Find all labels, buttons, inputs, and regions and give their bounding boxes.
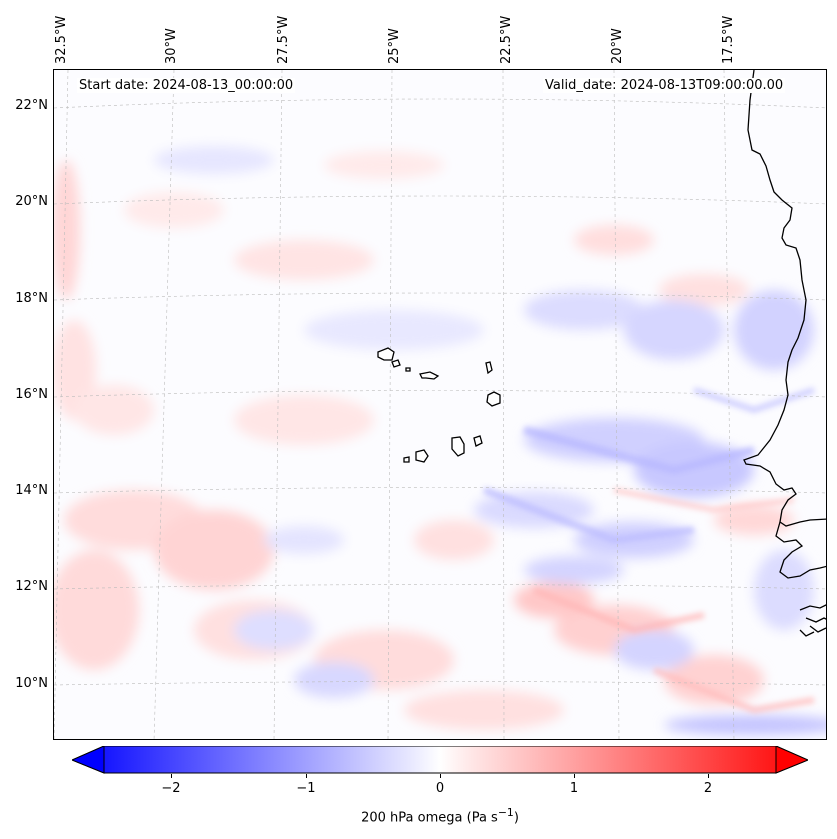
colorbar-units: Pa s <box>471 810 498 826</box>
colorbar-tickmark <box>440 774 441 778</box>
island-sao-nicolau <box>419 371 440 380</box>
lat-label-22n: 22°N <box>15 98 48 113</box>
colorbar-gradient <box>70 745 810 774</box>
lat-label-18n: 18°N <box>15 291 48 306</box>
africa-coastline <box>743 70 826 527</box>
lon-label-27.5w: 27.5°W <box>276 15 291 64</box>
colorbar-tick-label: 2 <box>703 781 713 796</box>
island-sal <box>485 361 493 375</box>
colorbar-tick-label: 1 <box>569 781 579 796</box>
colorbar-tick-label: 0 <box>435 781 445 796</box>
colorbar-variable: 200 hPa omega <box>361 810 463 826</box>
lon-label-32.5w: 32.5°W <box>54 15 69 64</box>
colorbar-tick-label: −2 <box>161 781 181 796</box>
island-fogo <box>415 449 429 463</box>
lon-label-22.5w: 22.5°W <box>499 15 514 64</box>
colorbar-tickmark <box>574 774 575 778</box>
lat-label-12n: 12°N <box>15 579 48 594</box>
island-brava <box>403 456 410 463</box>
colorbar-tick-label: −1 <box>296 781 316 796</box>
lat-label-20n: 20°N <box>15 194 48 209</box>
omega-field-blobs <box>54 146 826 735</box>
colorbar-tickmark <box>171 774 172 778</box>
lat-label-10n: 10°N <box>15 676 48 691</box>
lat-label-16n: 16°N <box>15 387 48 402</box>
island-sao-vicente <box>391 359 401 368</box>
valid-date-text: Valid_date: 2024-08-13T09:00:00.00 <box>543 78 786 93</box>
lat-label-14n: 14°N <box>15 483 48 498</box>
lon-label-30w: 30°W <box>164 28 179 64</box>
gridlines <box>54 70 826 739</box>
lon-label-25w: 25°W <box>387 28 402 64</box>
colorbar <box>70 745 810 774</box>
island-boa-vista <box>486 391 501 407</box>
island-santa-luzia <box>405 367 411 372</box>
lon-label-17.5w: 17.5°W <box>721 15 736 64</box>
map-panel[interactable] <box>53 69 827 740</box>
colorbar-label: 200 hPa omega (Pa s−1) <box>361 806 519 826</box>
island-santo-antao <box>377 347 395 361</box>
island-maio <box>473 435 483 447</box>
lon-label-20w: 20°W <box>610 28 625 64</box>
island-santiago <box>451 436 465 457</box>
omega-field-map <box>54 70 826 739</box>
coastlines <box>743 70 826 637</box>
colorbar-tickmark <box>306 774 307 778</box>
cape-verde-islands <box>377 347 501 463</box>
omega-field-streaks <box>482 387 815 714</box>
colorbar-units-exponent: −1 <box>497 806 514 819</box>
start-date-text: Start date: 2024-08-13_00:00:00 <box>77 78 296 93</box>
colorbar-tickmark <box>708 774 709 778</box>
